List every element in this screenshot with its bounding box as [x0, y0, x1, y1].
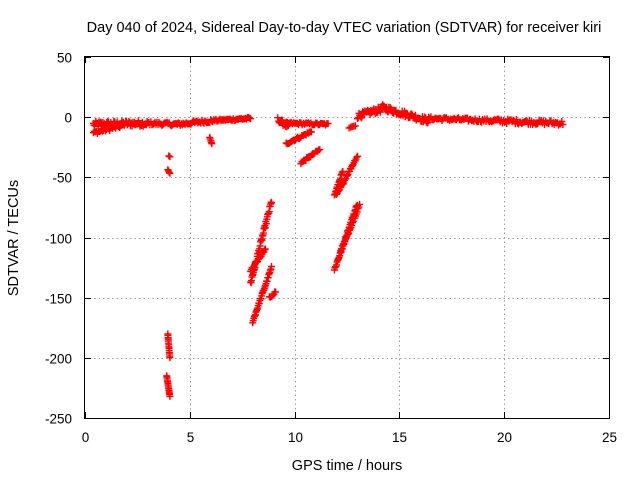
axis-ticks	[85, 57, 610, 419]
data-point	[353, 208, 361, 216]
data-point	[272, 288, 280, 296]
data-point	[166, 153, 174, 161]
data-point	[134, 117, 142, 125]
data-point	[349, 217, 357, 225]
data-point	[249, 263, 257, 271]
x-tick-label: 20	[497, 430, 512, 445]
x-tick-label: 0	[82, 430, 90, 445]
y-tick-label: 0	[64, 111, 72, 126]
y-tick-labels: 50 0 -50 -100 -150 -200 -250	[45, 51, 72, 427]
data-point	[166, 354, 174, 362]
data-point	[386, 104, 394, 112]
y-tick-label: -50	[52, 171, 72, 186]
data-point	[345, 230, 353, 237]
y-tick-label: -100	[45, 232, 72, 247]
data-point	[307, 128, 315, 136]
data-point	[354, 152, 361, 160]
data-point	[166, 392, 174, 400]
data-point	[165, 152, 173, 160]
data-point	[351, 122, 359, 130]
y-tick-label: -250	[45, 412, 72, 427]
x-tick-labels: 0 5 10 15 20 25	[82, 430, 617, 445]
x-tick-label: 10	[288, 430, 303, 445]
data-point	[247, 115, 255, 123]
data-point	[166, 169, 174, 177]
data-point	[274, 114, 282, 122]
x-axis-label: GPS time / hours	[292, 458, 402, 474]
data-point	[349, 219, 356, 227]
data-point	[423, 119, 431, 127]
data-point	[268, 263, 275, 270]
data-point	[261, 245, 269, 253]
data-point	[339, 168, 347, 175]
chart-title: Day 040 of 2024, Sidereal Day-to-day VTE…	[87, 20, 602, 36]
data-point	[278, 116, 286, 124]
data-point	[316, 146, 324, 154]
y-axis-label: SDTVAR / TECUs	[6, 180, 22, 296]
data-point	[344, 230, 352, 238]
y-tick-label: -200	[45, 352, 72, 367]
data-point	[345, 124, 353, 132]
data-point	[268, 199, 275, 207]
x-tick-label: 25	[602, 430, 617, 445]
y-tick-label: 50	[57, 51, 72, 66]
data-point	[324, 120, 332, 128]
data-points	[89, 101, 567, 400]
data-point	[261, 224, 269, 232]
data-point	[354, 205, 362, 213]
data-point	[356, 200, 364, 208]
data-point	[119, 120, 127, 128]
data-point	[559, 121, 567, 128]
x-tick-label: 5	[187, 430, 195, 445]
y-tick-label: -150	[45, 292, 72, 307]
plot-frame	[84, 56, 610, 419]
data-point	[208, 140, 216, 148]
x-tick-label: 15	[392, 430, 407, 445]
data-point	[337, 248, 345, 256]
data-point	[358, 113, 366, 121]
data-point	[118, 121, 126, 129]
